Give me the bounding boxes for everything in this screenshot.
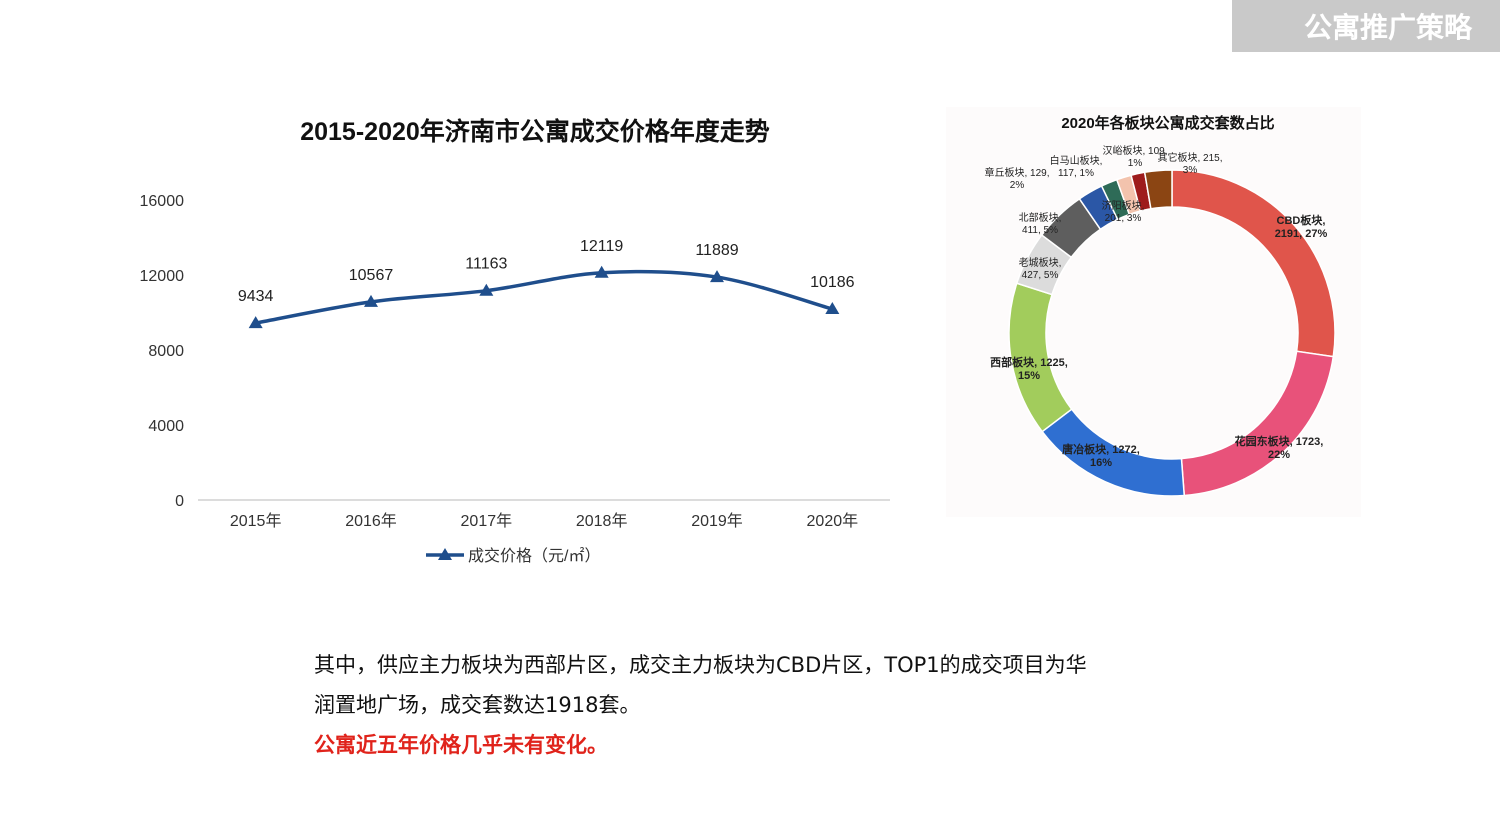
x-tick-label: 2020年 [807, 512, 859, 530]
y-tick-label: 8000 [148, 343, 184, 360]
slice-label-line-2: 117, 1% [1058, 168, 1094, 179]
price-data-label: 11163 [465, 256, 507, 273]
donut-slice [1143, 169, 1173, 210]
slice-label-line-1: 济阳板块, [1102, 199, 1145, 212]
section-title-tab: 公寓推广策略 [1232, 0, 1500, 52]
slice-label-line-2: 427, 5% [1022, 270, 1059, 281]
slice-label-line-2: 2191, 27% [1275, 228, 1328, 240]
slice-label-line-2: 16% [1090, 457, 1112, 469]
price-data-label: 12119 [580, 238, 623, 255]
section-title: 公寓推广策略 [1303, 11, 1472, 44]
price-data-point [479, 283, 494, 296]
donut-slice-label: 汉峪板块, 109, 1% [1102, 144, 1167, 169]
y-tick-label: 16000 [140, 193, 185, 210]
price-data-label: 9434 [238, 288, 274, 305]
slice-label-line-1: 汉峪板块, 109, [1102, 144, 1167, 157]
slice-label-line-1: CBD板块, [1277, 213, 1326, 227]
slice-label-line-1: 其它板块, 215, [1157, 151, 1222, 164]
y-tick-label: 0 [175, 493, 184, 510]
price-data-point [710, 270, 724, 283]
price-data-label: 10567 [349, 267, 394, 284]
donut-slice [1171, 169, 1336, 358]
donut-slice-label: 北部板块, 411, 5% [1019, 211, 1062, 236]
price-data-point [825, 302, 840, 315]
price-data-label: 10186 [810, 274, 855, 291]
legend-label: 成交价格（元/㎡） [468, 547, 600, 565]
y-tick-label: 12000 [140, 268, 185, 285]
slice-label-line-2: 1% [1128, 158, 1143, 169]
slice-label-line-1: 花园东板块, 1723, [1235, 434, 1324, 448]
donut-slice-label: 老城板块, 427, 5% [1019, 256, 1062, 281]
donut-slice-label: 济阳板块, 201, 3% [1102, 199, 1145, 224]
slice-label-line-1: 老城板块, [1019, 256, 1062, 269]
district-share-donut-chart: 2020年各板块公寓成交套数占比 CBD板块, 2191, 27% 花园东板块, 17… [984, 114, 1336, 497]
x-tick-label: 2015年 [230, 512, 282, 530]
price-series-line [255, 269, 833, 325]
slice-label-line-1: 北部板块, [1019, 211, 1062, 224]
x-tick-label: 2018年 [576, 512, 628, 530]
summary-highlight: 公寓近五年价格几乎未有变化。 [314, 733, 608, 757]
donut-slice-label: 章丘板块, 129, 2% [984, 166, 1049, 191]
slice-label-line-1: 章丘板块, 129, [984, 166, 1049, 179]
price-data-point [364, 294, 378, 307]
slice-label-line-2: 411, 5% [1022, 225, 1058, 236]
slice-label-line-1: 唐冶板块, 1272, [1062, 442, 1140, 456]
slice-label-line-2: 22% [1268, 449, 1290, 461]
slice-label-line-2: 3% [1183, 165, 1198, 176]
summary-line-2: 润置地广场，成交套数达1918套。 [314, 693, 641, 717]
summary-text: 其中，供应主力板块为西部片区，成交主力板块为CBD片区，TOP1的成交项目为华 … [314, 645, 1214, 765]
price-trend-line-chart: 2015-2020年济南市公寓成交价格年度走势 16000 12000 8000 400… [140, 117, 890, 565]
donut-slice-label: 花园东板块, 1723, 22% [1235, 434, 1324, 461]
donut-slice [1180, 350, 1335, 497]
legend-marker-swatch [438, 548, 452, 560]
chart-title: 2015-2020年济南市公寓成交价格年度走势 [300, 117, 770, 146]
x-tick-label: 2016年 [345, 512, 397, 530]
x-tick-label: 2019年 [691, 512, 743, 530]
summary-line-1: 其中，供应主力板块为西部片区，成交主力板块为CBD片区，TOP1的成交项目为华 [314, 653, 1087, 677]
price-data-label: 11889 [695, 242, 738, 259]
price-data-point [594, 265, 609, 278]
donut-slice-label: 西部板块, 1225, 15% [990, 355, 1068, 382]
price-data-point [248, 316, 263, 329]
slice-label-line-2: 15% [1018, 370, 1040, 382]
slice-label-line-2: 201, 3% [1105, 213, 1142, 224]
slice-label-line-1: 白马山板块, [1050, 154, 1103, 167]
donut-slice-label: 其它板块, 215, 3% [1157, 151, 1222, 176]
donut-slice-label: 白马山板块, 117, 1% [1050, 154, 1103, 179]
donut-chart-panel: 2020年各板块公寓成交套数占比 CBD板块, 2191, 27% 花园东板块, 17… [946, 107, 1361, 517]
y-tick-label: 4000 [148, 418, 184, 435]
donut-slice-label: CBD板块, 2191, 27% [1275, 213, 1328, 240]
donut-title: 2020年各板块公寓成交套数占比 [1061, 114, 1274, 132]
slice-label-line-2: 2% [1010, 180, 1025, 191]
x-tick-label: 2017年 [461, 512, 513, 530]
donut-slice-label: 唐冶板块, 1272, 16% [1062, 442, 1140, 469]
slice-label-line-1: 西部板块, 1225, [990, 355, 1068, 369]
